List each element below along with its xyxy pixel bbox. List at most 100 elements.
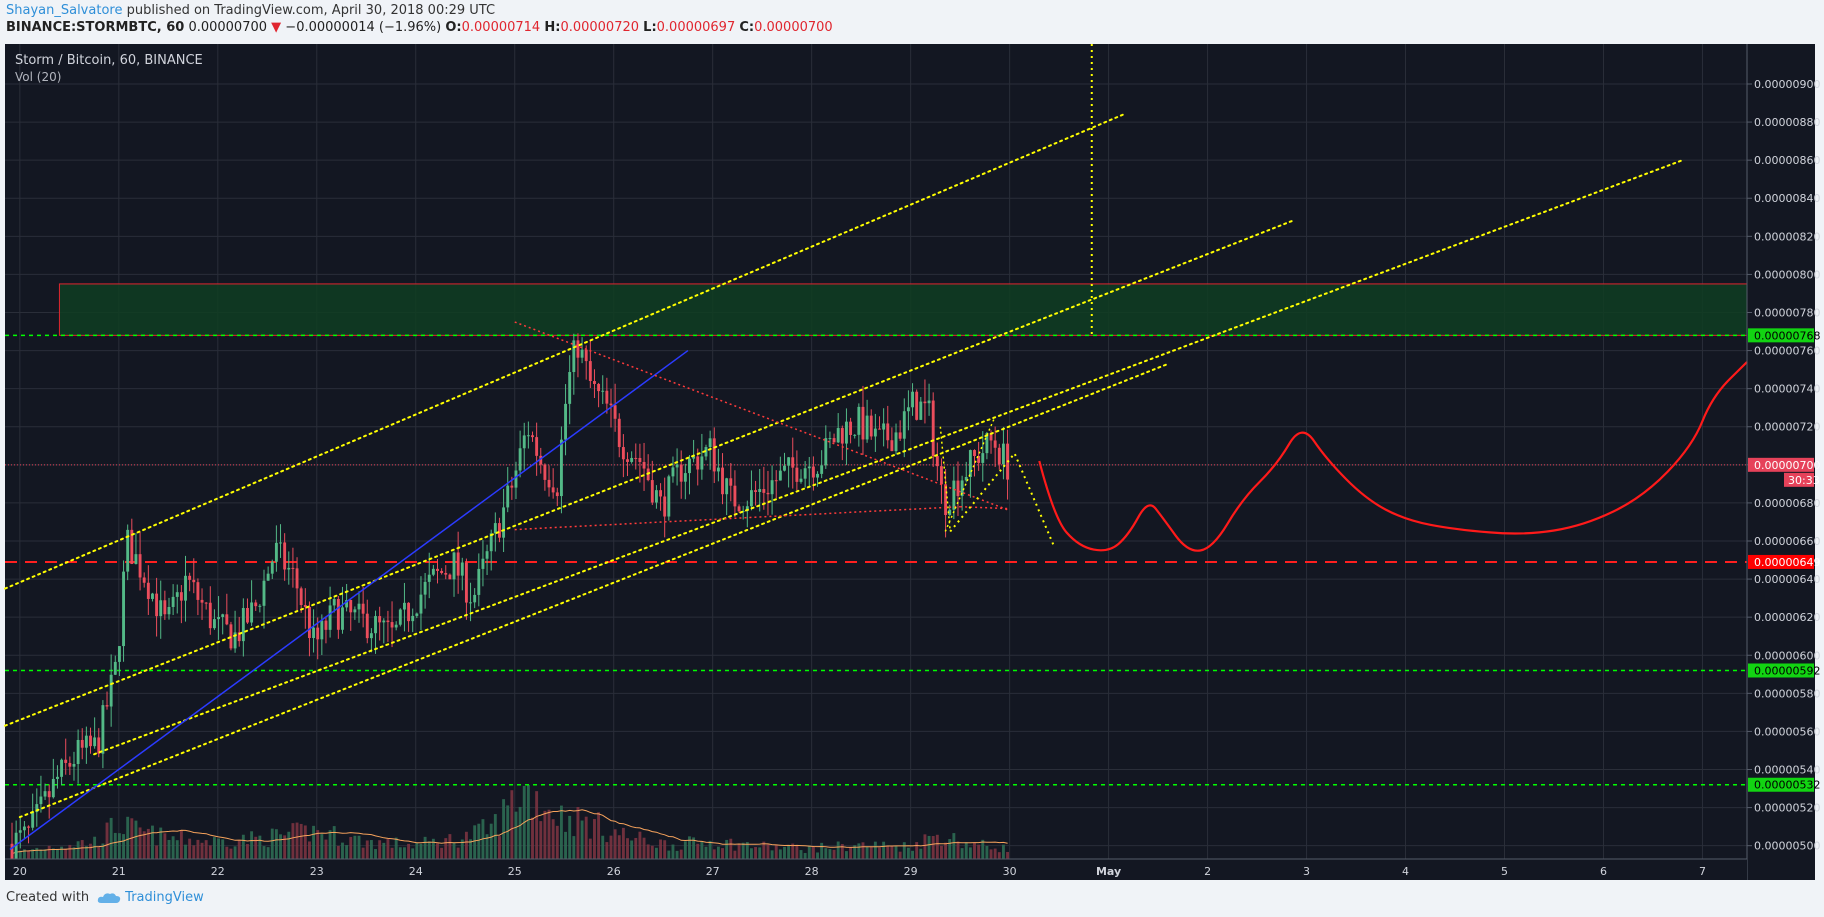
volume-bar: [394, 837, 398, 859]
volume-bar: [675, 850, 679, 859]
price-axis[interactable]: 0.00000500 0.00000520 0.00000540 0.00000560…: [1747, 78, 1820, 853]
candle-body: [576, 340, 580, 358]
volume-bar: [485, 834, 489, 859]
candle-body: [890, 440, 894, 452]
volume-bar: [464, 831, 468, 859]
volume-bar: [76, 841, 80, 859]
candle-body: [878, 428, 881, 430]
x-tick-label: 20: [13, 865, 27, 878]
candle-body: [89, 735, 92, 747]
volume-bar: [700, 841, 704, 859]
candle-body: [944, 484, 948, 516]
volume-bar: [853, 845, 857, 859]
candle-body: [22, 826, 26, 831]
candle-body: [518, 448, 522, 471]
candle-body: [452, 552, 456, 580]
volume-bar: [378, 840, 382, 859]
candle-body: [56, 776, 59, 779]
volume-bar: [593, 819, 596, 859]
candle-body: [460, 562, 464, 576]
candle-body: [489, 533, 493, 552]
candle-body: [564, 403, 567, 440]
candle-body: [179, 592, 183, 601]
candle-body: [675, 464, 679, 468]
volume-bar: [473, 825, 477, 859]
candle-body: [725, 478, 729, 495]
candlesticks: [10, 333, 1009, 867]
candle-body: [10, 843, 14, 860]
volume-bar: [721, 848, 724, 859]
time-axis[interactable]: 20 21 22 23 24 25 26 27 28 29 30 May 2 3 4 5 6 7: [13, 865, 1706, 878]
volume-bar: [993, 848, 997, 859]
tradingview-link[interactable]: TradingView: [97, 890, 204, 905]
candle-body: [865, 415, 869, 440]
volume-bar: [477, 823, 481, 859]
volume-bar: [964, 842, 968, 859]
volume-bar: [113, 832, 117, 859]
candle-body: [390, 622, 394, 628]
volume-bar: [200, 842, 204, 859]
candle-body: [411, 615, 415, 622]
volume-bar: [146, 828, 150, 859]
candle-body: [208, 602, 212, 629]
volume-bar: [246, 844, 249, 859]
volume-bar: [357, 835, 361, 859]
last-price: 0.00000700: [188, 20, 268, 35]
volume-bar: [741, 842, 745, 859]
volume-bar: [307, 841, 311, 859]
candle-body: [977, 456, 981, 463]
candle-body: [473, 594, 477, 603]
candle-body: [853, 434, 857, 436]
volume-bar: [188, 838, 192, 859]
x-tick-label: 7: [1699, 865, 1706, 878]
candle-body: [894, 432, 898, 452]
volume-bar: [291, 823, 295, 859]
volume-bar: [906, 847, 910, 859]
volume-bar: [518, 806, 522, 859]
candle-body: [469, 602, 472, 604]
volume-bar: [320, 834, 324, 859]
price-tag-bg: [1748, 554, 1814, 569]
price-chart[interactable]: 0.00000500 0.00000520 0.00000540 0.00000560…: [0, 42, 1824, 880]
candle-body: [167, 606, 171, 615]
price-tag-bg: [1748, 777, 1814, 792]
candle-body: [679, 464, 683, 482]
candle-body: [749, 490, 753, 507]
candle-body: [816, 473, 819, 478]
candle-body: [514, 470, 518, 488]
author-link[interactable]: Shayan_Salvatore: [6, 3, 123, 18]
candle-body: [481, 558, 485, 569]
candle-body: [105, 705, 109, 707]
y-tick-label: 0.00000760: [1754, 345, 1820, 358]
volume-bar: [27, 850, 30, 859]
candle-body: [221, 614, 225, 617]
volume-bar: [840, 844, 844, 859]
volume-bar: [617, 835, 621, 859]
candle-body: [80, 739, 84, 748]
volume-bar: [43, 849, 47, 859]
chart-panel[interactable]: [5, 44, 1815, 880]
volume-bar: [811, 846, 815, 859]
candle-body: [303, 605, 307, 607]
volume-bar: [749, 848, 753, 859]
volume-bar: [407, 843, 411, 859]
candle-body: [444, 573, 448, 575]
channel-line: [4, 113, 1125, 590]
volume-bar: [584, 816, 588, 859]
volume-bar: [287, 831, 291, 859]
close-label: C:: [739, 20, 755, 35]
y-tick-label: 0.00000580: [1754, 687, 1820, 700]
candle-body: [993, 440, 997, 448]
volume-bar: [167, 839, 171, 859]
candle-body: [609, 403, 613, 406]
x-tick-label: 3: [1303, 865, 1310, 878]
candle-body: [361, 603, 365, 614]
volume-bar: [299, 823, 303, 859]
candle-body: [51, 778, 55, 798]
candle-body: [559, 439, 563, 497]
candle-body: [704, 447, 708, 457]
volume-bar: [783, 846, 786, 859]
volume-bar: [716, 846, 720, 859]
volume-bar: [803, 853, 807, 859]
candle-body: [956, 480, 960, 497]
